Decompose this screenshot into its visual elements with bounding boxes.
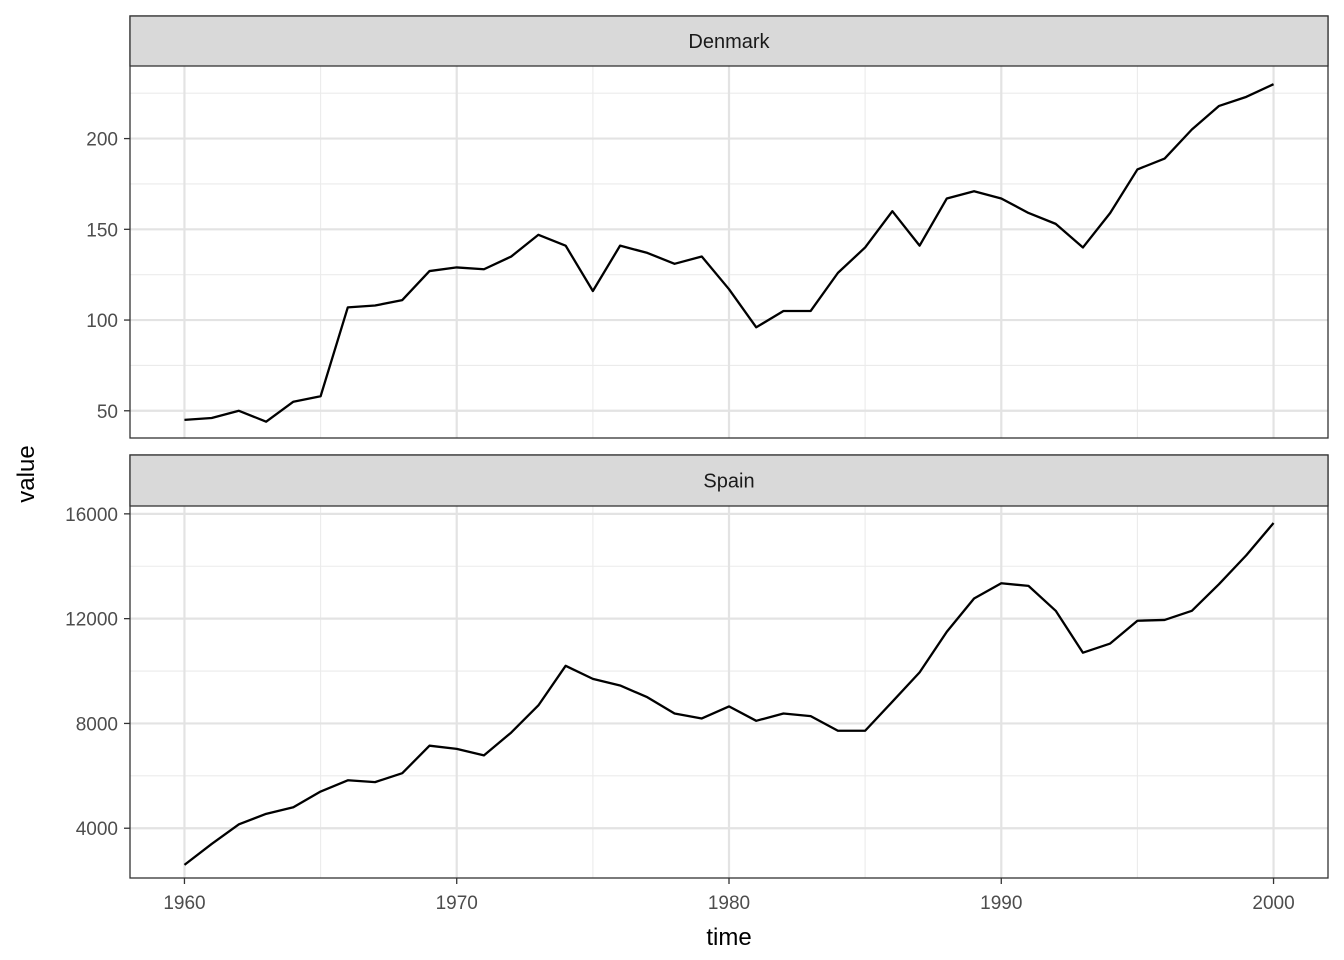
y-tick-label: 12000 [65,610,118,631]
y-tick-label: 150 [86,220,118,241]
x-axis: 1960 1970 1980 1990 2000 [163,878,1295,914]
facet-strip-label: Spain [703,471,754,493]
x-tick-label: 2000 [1252,893,1294,914]
y-tick-label: 100 [86,311,118,332]
y-tick-label: 4000 [76,819,118,840]
facet-strip [129,454,1329,507]
panel-spain: Spain 4000 8000 12000 16000 [65,454,1329,879]
y-tick-label: 50 [97,402,118,423]
y-tick-label: 200 [86,130,118,151]
y-tick-label: 8000 [76,714,118,735]
facet-strip [129,15,1329,67]
x-tick-label: 1970 [436,893,478,914]
x-tick-label: 1980 [708,893,750,914]
panel-denmark: Denmark 50 100 150 200 [86,15,1329,439]
y-axis-title: value [13,445,40,502]
y-tick-label: 16000 [65,505,118,526]
x-tick-label: 1990 [980,893,1022,914]
facet-strip-label: Denmark [688,31,770,53]
series-line-denmark [184,83,1275,423]
x-axis-title: time [706,924,751,951]
x-tick-label: 1960 [163,893,205,914]
panels: Denmark 50 100 150 200 Spain 4000 8000 12000 1600… [65,15,1329,879]
series-line-spain [183,522,1275,866]
